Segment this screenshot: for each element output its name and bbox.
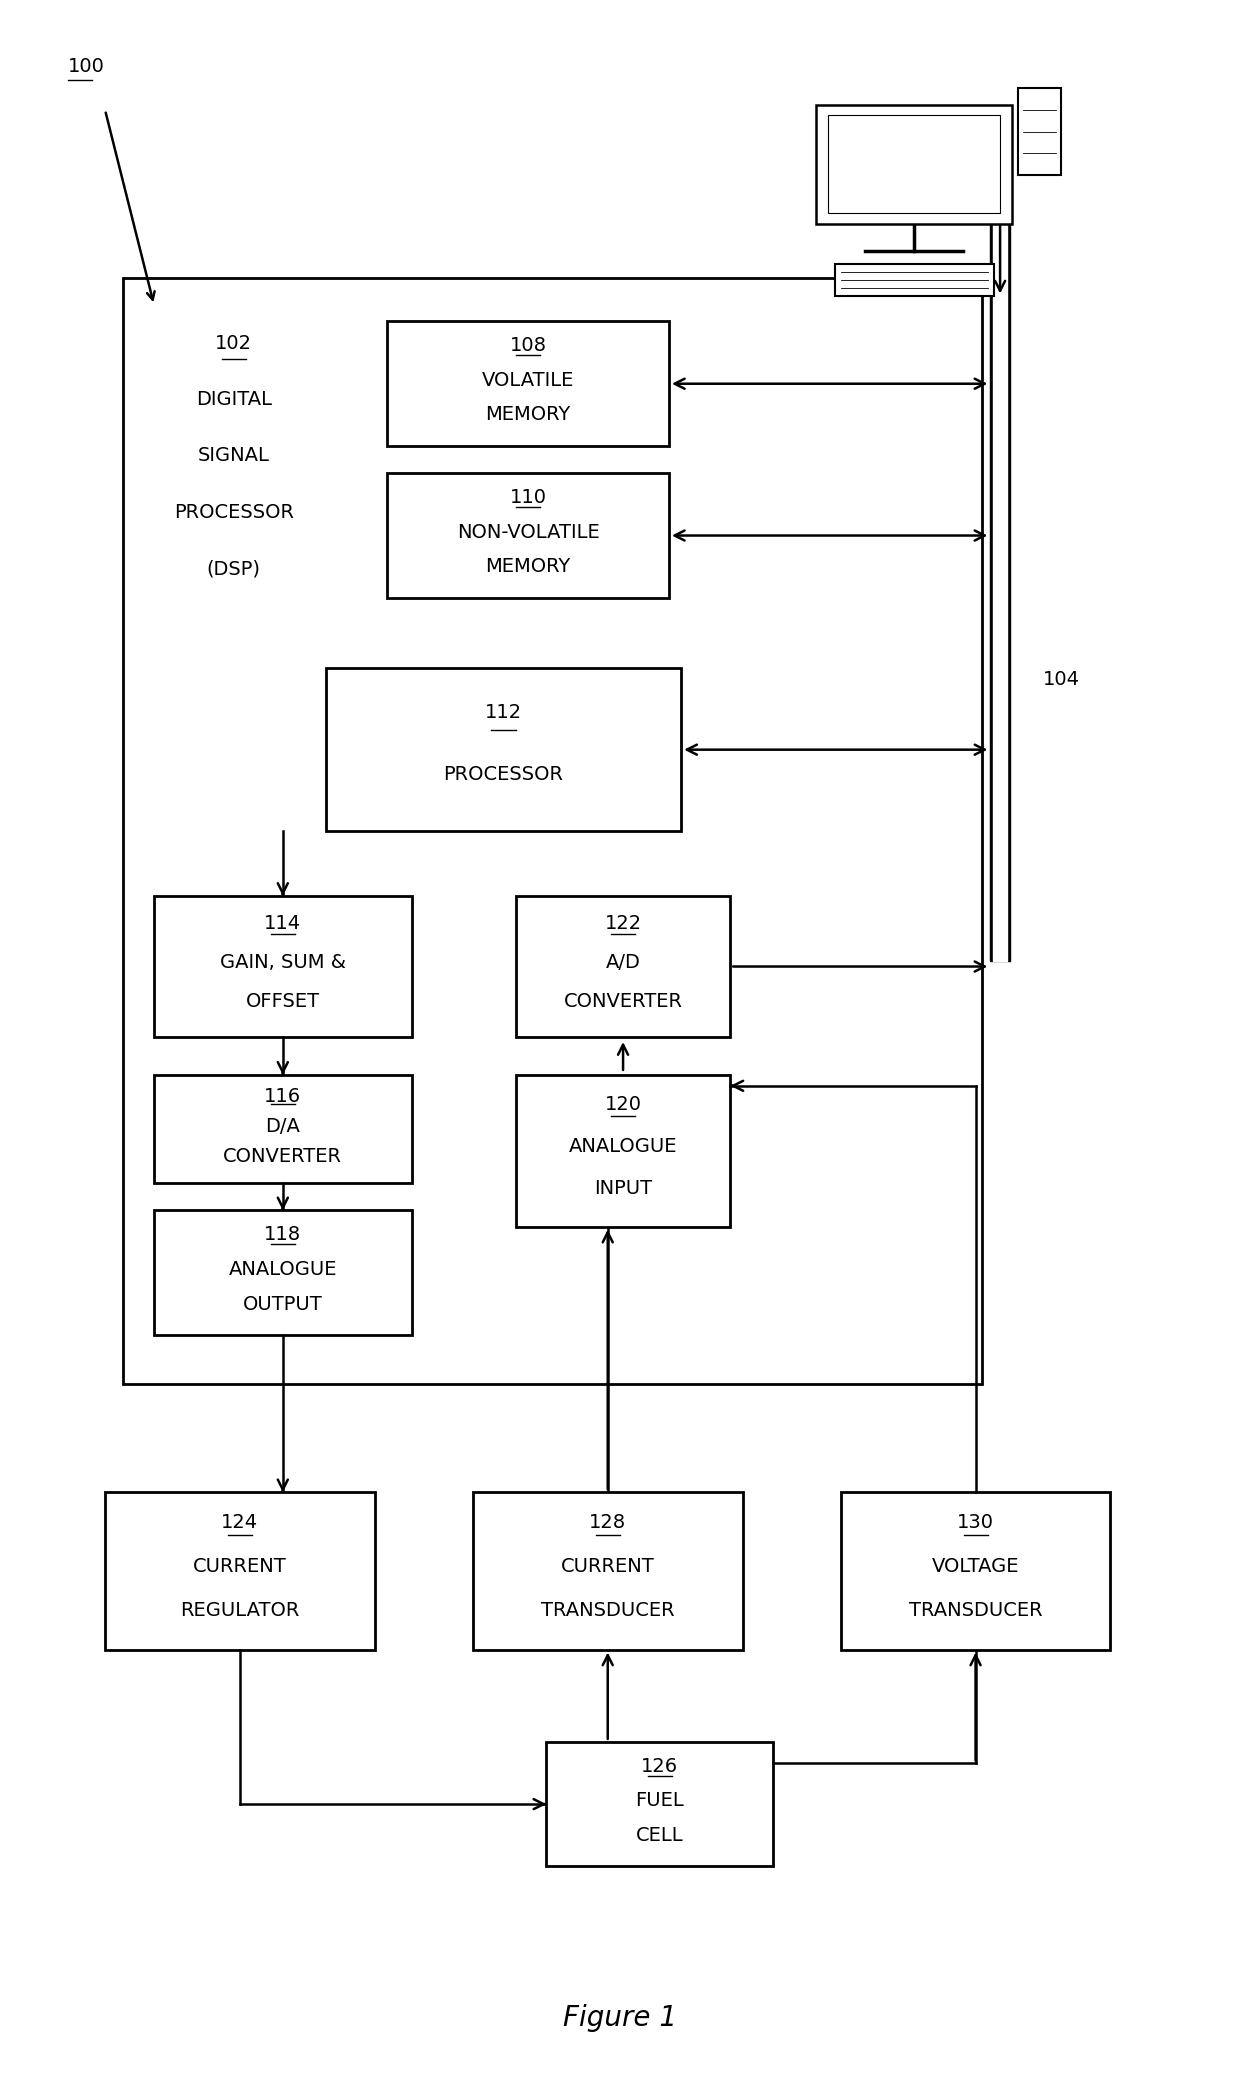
Text: ANALOGUE: ANALOGUE bbox=[228, 1259, 337, 1280]
Text: 114: 114 bbox=[264, 915, 301, 933]
Text: OUTPUT: OUTPUT bbox=[243, 1294, 322, 1313]
Text: 112: 112 bbox=[485, 703, 522, 722]
Text: FUEL: FUEL bbox=[635, 1792, 684, 1811]
Text: (DSP): (DSP) bbox=[207, 560, 260, 579]
Bar bbox=[828, 116, 1001, 214]
Text: 106: 106 bbox=[895, 137, 932, 156]
Text: DIGITAL: DIGITAL bbox=[196, 390, 272, 409]
Text: A/D: A/D bbox=[605, 954, 641, 973]
Text: VOLTAGE: VOLTAGE bbox=[931, 1558, 1019, 1576]
Text: MEMORY: MEMORY bbox=[485, 558, 570, 577]
Text: 126: 126 bbox=[641, 1757, 678, 1775]
Text: 122: 122 bbox=[605, 915, 641, 933]
Bar bbox=[387, 473, 670, 597]
Text: GAIN, SUM &: GAIN, SUM & bbox=[219, 954, 346, 973]
Text: PROCESSOR: PROCESSOR bbox=[444, 765, 563, 784]
Text: D/A: D/A bbox=[265, 1116, 300, 1137]
Text: 120: 120 bbox=[605, 1095, 641, 1114]
Bar bbox=[326, 668, 681, 832]
Bar bbox=[547, 1742, 774, 1867]
Text: CELL: CELL bbox=[636, 1825, 683, 1844]
Bar bbox=[154, 896, 412, 1037]
Text: OFFSET: OFFSET bbox=[246, 991, 320, 1012]
Text: 110: 110 bbox=[510, 487, 547, 506]
Bar bbox=[835, 263, 994, 297]
Bar bbox=[516, 1074, 730, 1226]
Text: CONVERTER: CONVERTER bbox=[563, 991, 682, 1012]
Text: REGULATOR: REGULATOR bbox=[180, 1601, 300, 1620]
Text: TRANSDUCER: TRANSDUCER bbox=[909, 1601, 1043, 1620]
Bar bbox=[154, 1211, 412, 1336]
Text: Figure 1: Figure 1 bbox=[563, 2003, 677, 2033]
Text: CONVERTER: CONVERTER bbox=[223, 1147, 342, 1166]
Text: SIGNAL: SIGNAL bbox=[198, 446, 270, 465]
Text: INPUT: INPUT bbox=[594, 1180, 652, 1199]
Text: 118: 118 bbox=[264, 1226, 301, 1244]
Text: MEMORY: MEMORY bbox=[485, 404, 570, 425]
Bar bbox=[841, 1493, 1111, 1649]
Text: CURRENT: CURRENT bbox=[560, 1558, 655, 1576]
Text: TRANSDUCER: TRANSDUCER bbox=[541, 1601, 675, 1620]
Text: 130: 130 bbox=[957, 1514, 994, 1533]
Bar bbox=[387, 321, 670, 446]
Bar bbox=[124, 278, 982, 1383]
Bar bbox=[105, 1493, 374, 1649]
Text: NON-VOLATILE: NON-VOLATILE bbox=[456, 523, 599, 541]
Text: 124: 124 bbox=[222, 1514, 258, 1533]
Bar bbox=[816, 104, 1012, 224]
Text: 104: 104 bbox=[1043, 670, 1080, 689]
Text: ANALOGUE: ANALOGUE bbox=[569, 1137, 677, 1155]
Bar bbox=[1018, 89, 1061, 174]
Text: 128: 128 bbox=[589, 1514, 626, 1533]
Text: CURRENT: CURRENT bbox=[193, 1558, 286, 1576]
Bar bbox=[154, 1074, 412, 1184]
Text: VOLATILE: VOLATILE bbox=[482, 371, 574, 390]
Text: 108: 108 bbox=[510, 336, 547, 355]
Text: PROCESSOR: PROCESSOR bbox=[174, 502, 294, 523]
Text: 116: 116 bbox=[264, 1087, 301, 1105]
Text: 100: 100 bbox=[68, 58, 105, 77]
Bar bbox=[516, 896, 730, 1037]
Text: 102: 102 bbox=[216, 334, 252, 353]
Bar bbox=[472, 1493, 743, 1649]
